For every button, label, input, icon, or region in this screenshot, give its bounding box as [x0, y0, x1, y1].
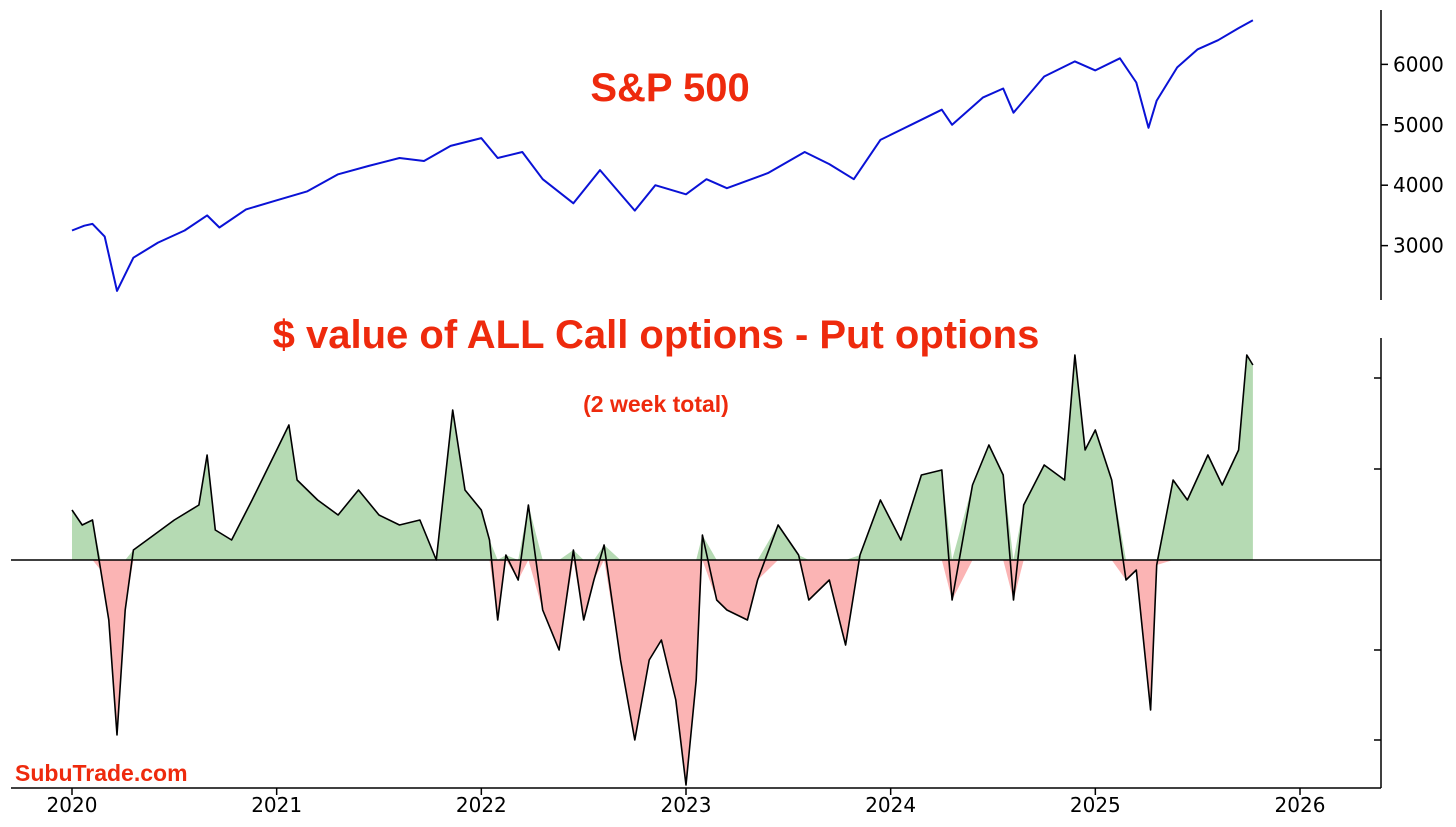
x-axis-ticks: 2020 2021 2022 2023 2024 2025 2026: [47, 788, 1326, 817]
brand-watermark: SubuTrade.com: [15, 760, 188, 786]
x-tick-label: 2021: [251, 793, 302, 817]
x-tick-label: 2026: [1275, 793, 1326, 817]
x-tick-label: 2025: [1070, 793, 1121, 817]
options-subtitle: (2 week total): [583, 391, 729, 417]
sp500-series-line: [71, 19, 1254, 292]
sp500-panel: 3000 4000 5000 6000 S&P 500: [71, 10, 1444, 300]
y-tick-label: 3000: [1393, 234, 1444, 258]
options-panel: 2020 2021 2022 2023 2024 2025 2026 $ value of …: [11, 313, 1382, 817]
sp500-y-ticks: 3000 4000 5000 6000: [1381, 52, 1444, 258]
x-tick-label: 2024: [865, 793, 916, 817]
y-tick-label: 4000: [1393, 173, 1444, 197]
sp500-title: S&P 500: [590, 66, 749, 110]
x-tick-label: 2022: [456, 793, 507, 817]
x-tick-label: 2023: [661, 793, 712, 817]
options-title: $ value of ALL Call options - Put option…: [273, 313, 1040, 357]
y-tick-label: 5000: [1393, 113, 1444, 137]
options-y-ticks: [1374, 377, 1381, 741]
negative-area-fill: [72, 560, 1253, 785]
x-tick-label: 2020: [47, 793, 98, 817]
positive-area-fill: [72, 355, 1253, 560]
options-series-line: [71, 354, 1254, 786]
y-tick-label: 6000: [1393, 52, 1444, 76]
